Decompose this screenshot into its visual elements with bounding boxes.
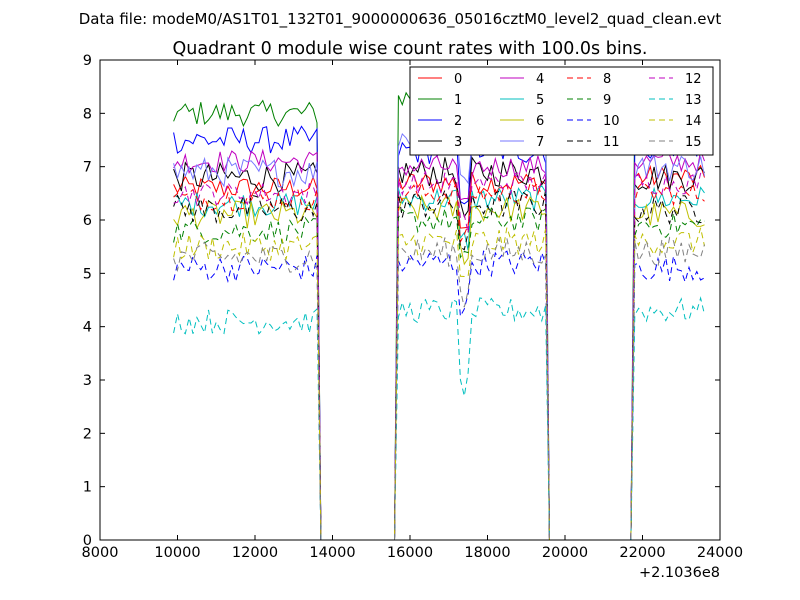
legend-label-1: 1 — [454, 93, 462, 108]
y-tick-label: 8 — [83, 106, 92, 122]
y-tick-label: 4 — [83, 320, 92, 336]
legend-label-14: 14 — [685, 114, 702, 129]
x-tick-label: 18000 — [464, 545, 510, 561]
series-line-6 — [173, 194, 705, 541]
legend-label-0: 0 — [454, 72, 462, 87]
y-tick-label: 2 — [83, 426, 92, 442]
legend-label-8: 8 — [603, 72, 611, 87]
series-line-15 — [173, 236, 705, 541]
x-tick-label: 8000 — [82, 545, 119, 561]
chart-title: Quadrant 0 module wise count rates with … — [173, 39, 648, 59]
legend-label-15: 15 — [685, 135, 702, 150]
y-tick-label: 7 — [83, 160, 92, 176]
series-line-13 — [173, 296, 705, 541]
x-tick-label: 16000 — [387, 545, 433, 561]
legend-label-5: 5 — [536, 93, 544, 108]
series-line-0 — [173, 164, 705, 541]
x-tick-label: 24000 — [697, 545, 743, 561]
series-line-11 — [173, 188, 705, 541]
x-tick-label: 14000 — [309, 545, 355, 561]
legend-label-10: 10 — [603, 114, 620, 129]
series-line-8 — [173, 180, 705, 541]
legend-frame — [409, 66, 714, 156]
legend-label-12: 12 — [685, 72, 702, 87]
x-tick-label: 12000 — [232, 545, 278, 561]
legend-label-4: 4 — [536, 72, 544, 87]
y-tick-label: 9 — [83, 53, 92, 69]
x-tick-label: 10000 — [154, 545, 200, 561]
y-tick-label: 6 — [83, 213, 92, 229]
series-line-9 — [173, 207, 705, 541]
x-tick-label: 22000 — [619, 545, 665, 561]
series-line-14 — [173, 227, 705, 541]
legend-label-9: 9 — [603, 93, 611, 108]
x-tick-label: 20000 — [542, 545, 588, 561]
y-tick-label: 1 — [83, 480, 92, 496]
legend-label-13: 13 — [685, 93, 702, 108]
y-tick-label: 3 — [83, 373, 92, 389]
legend-label-6: 6 — [536, 114, 544, 129]
y-tick-label: 0 — [83, 533, 92, 549]
x-offset-label: +2.1036e8 — [639, 565, 720, 581]
legend-label-11: 11 — [603, 135, 620, 150]
series-line-10 — [173, 250, 705, 541]
series-lines — [173, 84, 705, 541]
series-line-4 — [173, 148, 705, 541]
axis-ticks: 8000 10000 12000 14000 16000 18000 20000 22000 2… — [82, 53, 744, 561]
legend-label-3: 3 — [454, 135, 462, 150]
series-line-12 — [173, 170, 705, 541]
legend-label-2: 2 — [454, 114, 462, 129]
series-line-2 — [173, 125, 705, 541]
y-tick-label: 5 — [83, 266, 92, 282]
chart-suptitle: Data file: modeM0/AS1T01_132T01_90000006… — [79, 10, 722, 29]
series-line-3 — [173, 156, 705, 541]
legend-label-7: 7 — [536, 135, 544, 150]
series-line-5 — [173, 185, 705, 541]
